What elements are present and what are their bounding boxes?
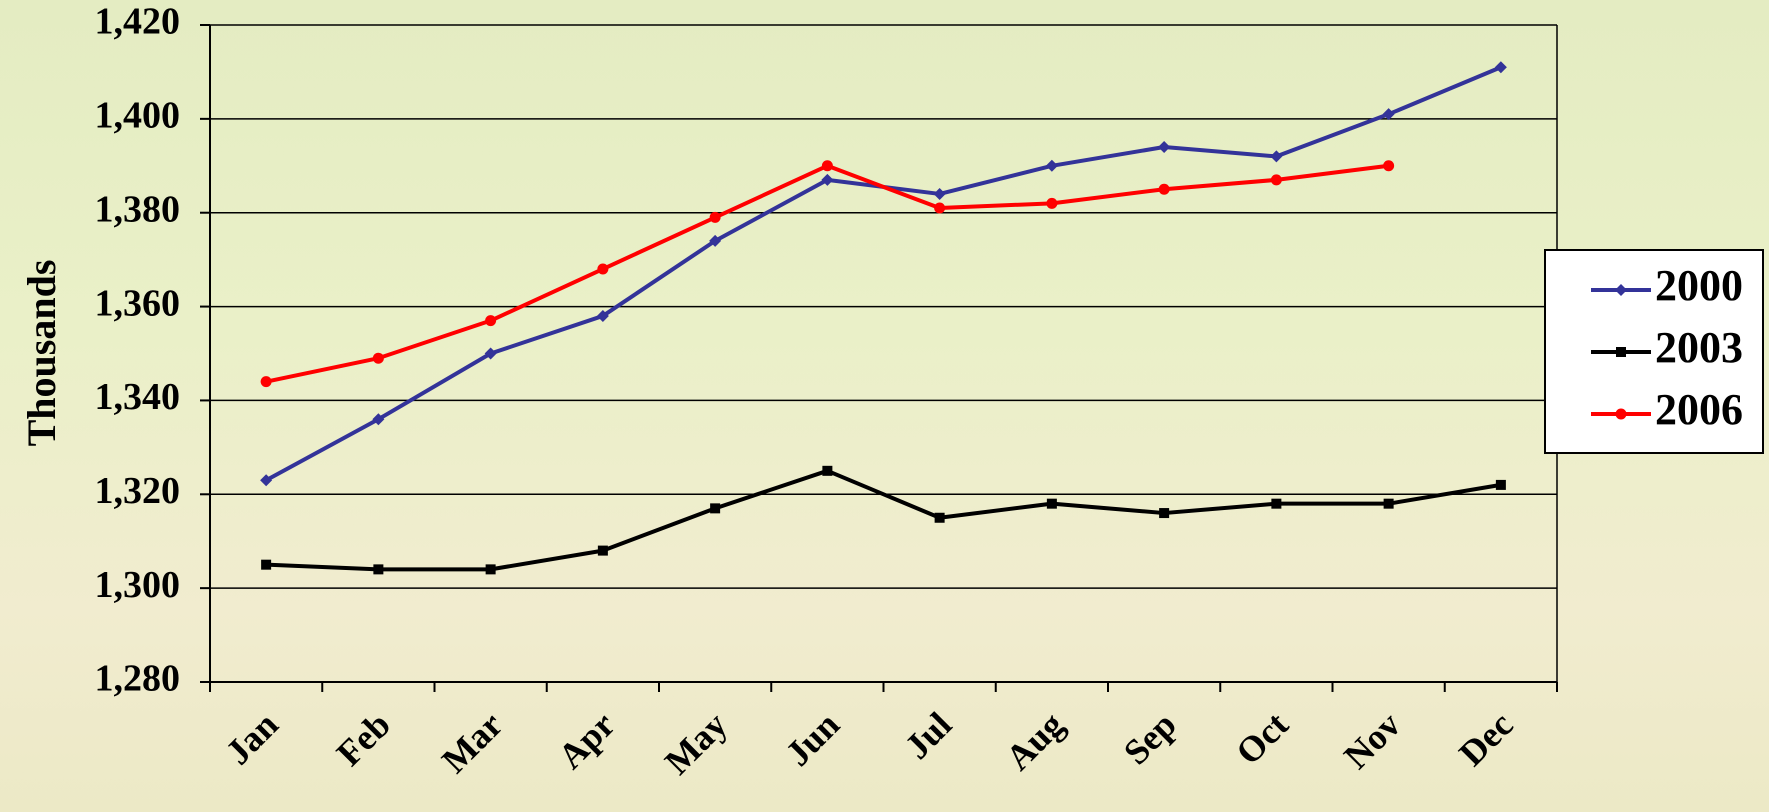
marker [1270, 150, 1283, 163]
line [265, 163, 1389, 384]
marker [597, 545, 608, 556]
marker [1616, 347, 1626, 357]
marker [597, 263, 609, 275]
marker [1615, 284, 1627, 296]
marker [821, 173, 834, 186]
x-tick-label: Nov [1336, 704, 1408, 776]
marker [373, 564, 384, 575]
y-tick-label: 1,380 [95, 188, 181, 230]
marker [1158, 183, 1170, 195]
marker [372, 413, 385, 426]
x-tick-label: Sep [1116, 704, 1184, 772]
marker [1383, 160, 1395, 172]
marker [822, 465, 833, 476]
y-tick-label: 1,360 [95, 282, 181, 324]
marker [1382, 108, 1395, 121]
x-tick-label: Dec [1451, 704, 1520, 773]
marker [596, 309, 609, 322]
marker [934, 512, 945, 523]
y-tick-label: 1,300 [95, 564, 181, 606]
x-tick-label: Feb [329, 704, 398, 773]
marker [1494, 61, 1507, 74]
legend-label: 2006 [1655, 385, 1743, 434]
marker [1158, 141, 1171, 154]
legend: 2000 2003 2006 [1544, 249, 1764, 454]
x-tick-label: May [657, 704, 735, 782]
marker [485, 564, 496, 575]
y-axis-label: Thousands [19, 260, 64, 447]
x-tick-label: Jun [778, 704, 847, 773]
marker [260, 474, 273, 487]
legend-label: 2003 [1655, 323, 1743, 372]
marker [1159, 508, 1170, 519]
y-tick-label: 1,280 [95, 658, 181, 700]
marker [372, 352, 384, 364]
y-tick-label: 1,420 [95, 1, 181, 43]
marker [710, 503, 721, 514]
x-tick-label: Jul [897, 704, 959, 766]
line [266, 468, 1502, 572]
marker [1495, 479, 1506, 490]
marker [1271, 498, 1282, 509]
x-tick-label: Apr [550, 704, 622, 776]
marker [709, 234, 722, 247]
marker [1270, 174, 1282, 186]
marker [484, 347, 497, 360]
x-tick-label: Oct [1228, 704, 1296, 772]
x-tick-label: Jan [218, 704, 286, 772]
marker [261, 559, 272, 570]
legend-label: 2000 [1655, 261, 1743, 310]
marker [709, 211, 721, 223]
marker [933, 187, 946, 200]
marker [1383, 498, 1394, 509]
line [265, 65, 1502, 482]
marker [485, 315, 497, 327]
legend-box [1544, 249, 1764, 454]
y-tick-label: 1,400 [95, 95, 181, 137]
marker [821, 160, 833, 172]
marker [1046, 498, 1057, 509]
marker [1046, 197, 1058, 209]
x-tick-label: Aug [998, 704, 1072, 778]
y-tick-label: 1,320 [95, 470, 181, 512]
y-tick-label: 1,340 [95, 376, 181, 418]
marker [1615, 408, 1627, 420]
marker [934, 202, 946, 214]
marker [1045, 159, 1058, 172]
x-tick-label: Mar [434, 704, 510, 780]
marker [260, 376, 272, 388]
